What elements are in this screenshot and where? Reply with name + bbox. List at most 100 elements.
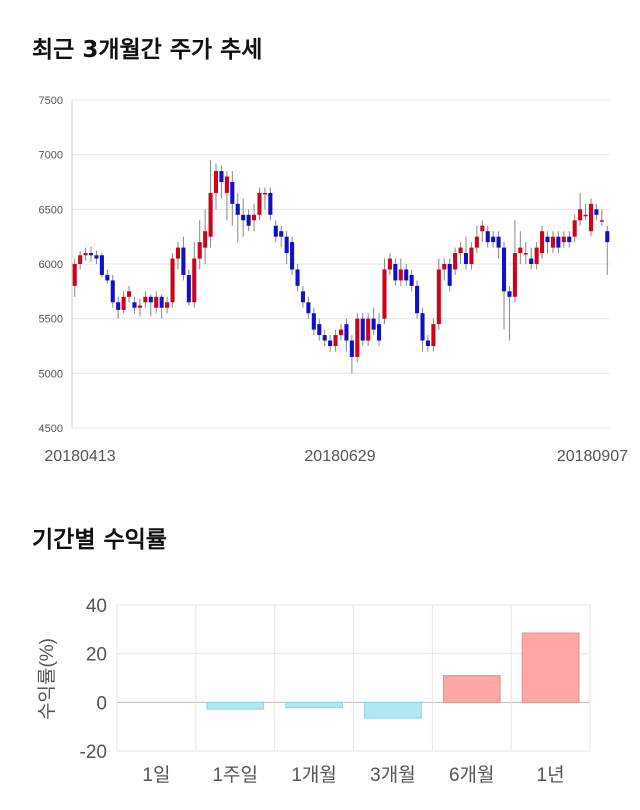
candle (463, 236, 469, 270)
candle-body (480, 225, 485, 232)
candle (99, 253, 104, 278)
candle-body (159, 296, 164, 308)
candle (469, 242, 474, 270)
candle (203, 209, 208, 264)
candle (127, 285, 132, 303)
candle-body (279, 231, 284, 237)
candle (366, 313, 371, 346)
candle (246, 209, 251, 232)
candle (474, 225, 479, 254)
bar (442, 675, 501, 703)
x-tick-label: 20180413 (44, 448, 115, 465)
candle (344, 318, 349, 352)
candle (594, 203, 599, 221)
x-tick-label: 20180629 (304, 448, 375, 465)
candle (262, 187, 267, 210)
candle-body (208, 192, 213, 237)
candle-body (377, 324, 382, 341)
candle-body (398, 269, 403, 281)
candle-body (496, 236, 501, 248)
candle (192, 242, 197, 308)
candle (480, 220, 485, 243)
candle-body (599, 220, 604, 222)
candle-body (529, 258, 534, 264)
candle-body (143, 296, 148, 303)
y-tick-label: 7000 (39, 150, 63, 162)
candle (501, 242, 507, 330)
candle-body (491, 236, 496, 243)
price-trend-title: 최근 3개월간 주가 추세 (32, 37, 263, 63)
candle-body (241, 214, 246, 221)
candle-body (545, 236, 550, 243)
candle (154, 291, 159, 314)
candle-body (170, 258, 175, 303)
candle (507, 285, 512, 341)
candle (545, 231, 550, 254)
candle-body (338, 329, 344, 336)
candle-body (284, 236, 289, 254)
candle (550, 231, 555, 254)
candle (404, 264, 409, 286)
candle-body (355, 318, 360, 357)
candle (328, 335, 333, 352)
candle (605, 225, 610, 275)
candle-body (121, 296, 126, 310)
candle (338, 324, 344, 341)
candle (556, 231, 561, 254)
candle-body (436, 269, 441, 325)
candle-body (186, 274, 191, 303)
candle-body (295, 269, 300, 286)
candle-body (463, 253, 469, 264)
x-tick-label: 1주일 (212, 764, 258, 786)
candle (442, 258, 447, 281)
candle (78, 250, 83, 270)
candle (458, 242, 463, 264)
candle (447, 258, 452, 292)
candle (387, 253, 392, 275)
candle (170, 253, 175, 308)
candle-body (404, 269, 409, 281)
candle-body (83, 253, 88, 256)
candle-body (512, 253, 517, 297)
candle-body (306, 302, 311, 314)
candle (578, 192, 583, 226)
candle-body (235, 203, 240, 215)
candle (83, 247, 88, 261)
candle-body (203, 231, 208, 248)
y-tick-label: 20 (86, 645, 107, 666)
candle (599, 209, 604, 226)
x-tick-label: 1년 (537, 764, 565, 786)
candle (371, 307, 376, 336)
candle (382, 258, 387, 325)
candle-body (317, 324, 322, 336)
period-return-title: 기간별 수익률 (32, 527, 167, 553)
candle (110, 274, 115, 308)
candle (137, 298, 142, 317)
candle-body (328, 340, 333, 346)
candle (116, 296, 121, 319)
candle-body (507, 291, 512, 297)
candle (241, 198, 246, 237)
candle-body (333, 335, 338, 346)
candle (94, 250, 99, 264)
candle-body (605, 231, 610, 243)
candle (175, 242, 181, 270)
candle (317, 318, 322, 341)
y-axis-label: 수익률(%) (36, 638, 58, 720)
candle (273, 220, 278, 243)
candle-body (360, 318, 365, 341)
candle (143, 291, 148, 308)
candle-body (409, 274, 414, 286)
candle (300, 285, 305, 308)
x-tick-label: 1일 (142, 764, 170, 786)
candle (588, 198, 594, 237)
candle-body (588, 203, 594, 232)
candle-body (420, 313, 425, 341)
candle-body (458, 247, 463, 254)
candle (409, 269, 414, 292)
candle-body (230, 182, 235, 204)
candle (496, 231, 501, 259)
candle-body (311, 313, 316, 330)
candle (431, 318, 436, 352)
